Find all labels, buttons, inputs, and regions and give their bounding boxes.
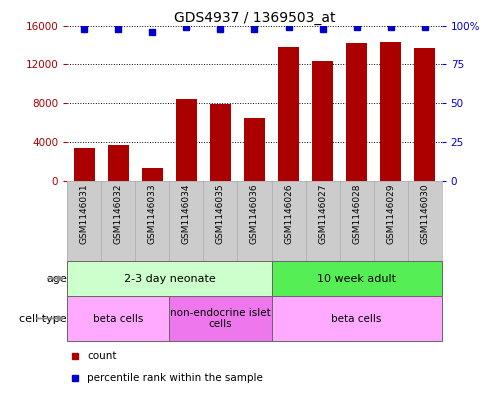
Bar [74,148,95,181]
Text: GSM1146027: GSM1146027 [318,184,327,244]
Text: GSM1146034: GSM1146034 [182,184,191,244]
Text: GSM1146030: GSM1146030 [420,184,429,244]
Bar [245,118,264,181]
Text: GSM1146026: GSM1146026 [284,184,293,244]
Bar [176,99,197,181]
Text: GSM1146028: GSM1146028 [352,184,361,244]
Text: GSM1146029: GSM1146029 [386,184,395,244]
Bar [278,47,299,181]
Text: beta cells: beta cells [93,314,144,323]
Text: cell type: cell type [19,314,67,323]
Text: GSM1146032: GSM1146032 [114,184,123,244]
Text: count: count [87,351,117,360]
Text: percentile rank within the sample: percentile rank within the sample [87,373,263,384]
Bar [312,61,333,181]
Bar [142,168,163,181]
Bar [108,145,129,181]
Bar [170,296,271,341]
Bar [67,296,170,341]
Text: non-endocrine islet
cells: non-endocrine islet cells [170,308,271,329]
Bar [380,42,401,181]
Text: 2-3 day neonate: 2-3 day neonate [124,274,215,283]
Bar [271,296,442,341]
Bar [67,261,271,296]
Text: GSM1146036: GSM1146036 [250,184,259,244]
Text: GSM1146035: GSM1146035 [216,184,225,244]
Text: age: age [46,274,67,283]
Text: GSM1146031: GSM1146031 [80,184,89,244]
Bar [346,43,367,181]
Bar [271,261,442,296]
Text: GSM1146033: GSM1146033 [148,184,157,244]
Bar [210,104,231,181]
Title: GDS4937 / 1369503_at: GDS4937 / 1369503_at [174,11,335,24]
Bar [414,48,435,181]
Text: 10 week adult: 10 week adult [317,274,396,283]
Text: beta cells: beta cells [331,314,382,323]
